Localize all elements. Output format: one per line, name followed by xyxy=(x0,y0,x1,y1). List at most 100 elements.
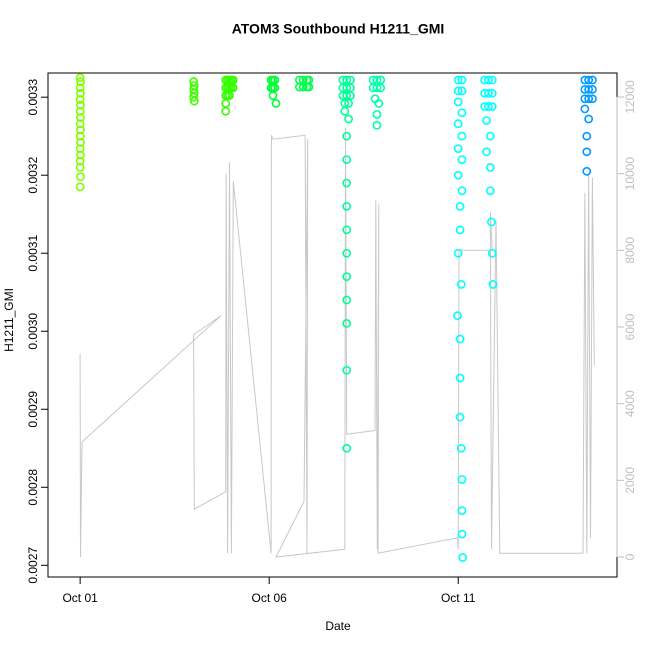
data-point xyxy=(453,248,463,258)
chart-title: ATOM3 Southbound H1211_GMI xyxy=(232,21,445,37)
data-point xyxy=(189,96,199,106)
data-point xyxy=(372,120,382,130)
data-point xyxy=(75,156,85,166)
data-point xyxy=(484,75,493,85)
data-point xyxy=(487,75,497,85)
data-point xyxy=(75,106,85,116)
data-point xyxy=(75,131,85,141)
data-point xyxy=(75,83,85,93)
y-tick-label: 0.0032 xyxy=(26,157,40,194)
data-point xyxy=(453,144,463,154)
data-point xyxy=(76,138,85,147)
data-point xyxy=(346,91,355,101)
data-point xyxy=(584,75,594,85)
data-point xyxy=(372,83,382,93)
data-point xyxy=(453,86,463,96)
data-point xyxy=(344,99,353,108)
data-point xyxy=(484,88,493,98)
y-tick-label: 0.0030 xyxy=(26,313,40,350)
data-point xyxy=(584,114,594,124)
data-point xyxy=(456,280,466,289)
x-tick-label: Oct 06 xyxy=(251,591,287,605)
y2-tick-label: 12000 xyxy=(623,80,637,114)
data-point xyxy=(457,86,467,96)
data-point xyxy=(455,202,465,211)
data-point xyxy=(75,119,85,129)
data-point xyxy=(584,94,594,104)
data-point xyxy=(76,113,85,122)
data-point xyxy=(342,131,352,141)
data-point xyxy=(453,75,463,85)
data-point xyxy=(485,163,495,172)
data-point xyxy=(76,100,85,110)
data-point xyxy=(582,131,592,141)
data-point xyxy=(485,131,495,141)
y-axis-label: H1211_GMI xyxy=(2,288,16,352)
y-tick-label: 0.0028 xyxy=(26,469,40,506)
data-point xyxy=(374,99,384,108)
data-point xyxy=(458,553,468,562)
data-point xyxy=(455,373,465,383)
data-point xyxy=(342,202,352,211)
data-point xyxy=(342,91,352,101)
data-point xyxy=(342,443,352,453)
data-point xyxy=(482,116,491,125)
data-point xyxy=(342,319,352,328)
data-point xyxy=(76,125,85,135)
data-point xyxy=(582,147,592,157)
y-tick-label: 0.0027 xyxy=(26,547,40,584)
data-point xyxy=(342,272,352,282)
data-point xyxy=(457,186,467,196)
data-point xyxy=(457,506,467,516)
data-point xyxy=(484,102,493,111)
data-point xyxy=(487,88,497,98)
data-point xyxy=(584,84,594,94)
y-tick-label: 0.0029 xyxy=(26,391,40,428)
data-point xyxy=(342,248,352,258)
data-point xyxy=(372,109,382,119)
x-axis-label: Date xyxy=(325,619,351,633)
data-point xyxy=(304,82,314,92)
data-point xyxy=(580,104,590,114)
data-point xyxy=(76,172,85,182)
data-point xyxy=(340,106,350,116)
data-point xyxy=(453,311,462,321)
data-point xyxy=(75,182,85,192)
data-point xyxy=(485,186,495,196)
x-tick-label: Oct 01 xyxy=(62,591,98,605)
data-point xyxy=(457,108,467,118)
data-point xyxy=(455,225,465,235)
data-point xyxy=(75,144,85,154)
data-point xyxy=(342,155,352,165)
y2-tick-label: 4000 xyxy=(623,390,637,417)
data-point xyxy=(376,83,386,93)
data-point xyxy=(588,94,597,104)
data-point xyxy=(342,178,352,188)
data-point xyxy=(482,147,491,157)
data-point xyxy=(76,77,85,86)
data-point xyxy=(456,443,466,453)
data-point xyxy=(75,163,85,172)
y2-tick-label: 8000 xyxy=(623,237,637,264)
data-point xyxy=(453,97,463,107)
data-point xyxy=(75,95,85,104)
y2-tick-label: 6000 xyxy=(623,313,637,340)
data-point xyxy=(342,295,352,305)
data-point xyxy=(298,82,308,92)
data-point xyxy=(270,83,280,93)
data-point xyxy=(487,102,497,111)
data-point xyxy=(455,412,465,422)
data-point xyxy=(582,166,592,176)
data-line xyxy=(79,127,595,558)
data-point xyxy=(268,91,278,101)
x-tick-label: Oct 11 xyxy=(441,591,476,605)
data-point xyxy=(342,225,352,235)
y-tick-label: 0.0031 xyxy=(26,235,40,272)
data-point xyxy=(221,106,231,116)
plot-box xyxy=(47,72,618,578)
data-point xyxy=(75,73,85,83)
y2-tick-label: 2000 xyxy=(623,467,637,494)
y2-tick-label: 10000 xyxy=(623,157,637,191)
data-point xyxy=(344,114,353,124)
